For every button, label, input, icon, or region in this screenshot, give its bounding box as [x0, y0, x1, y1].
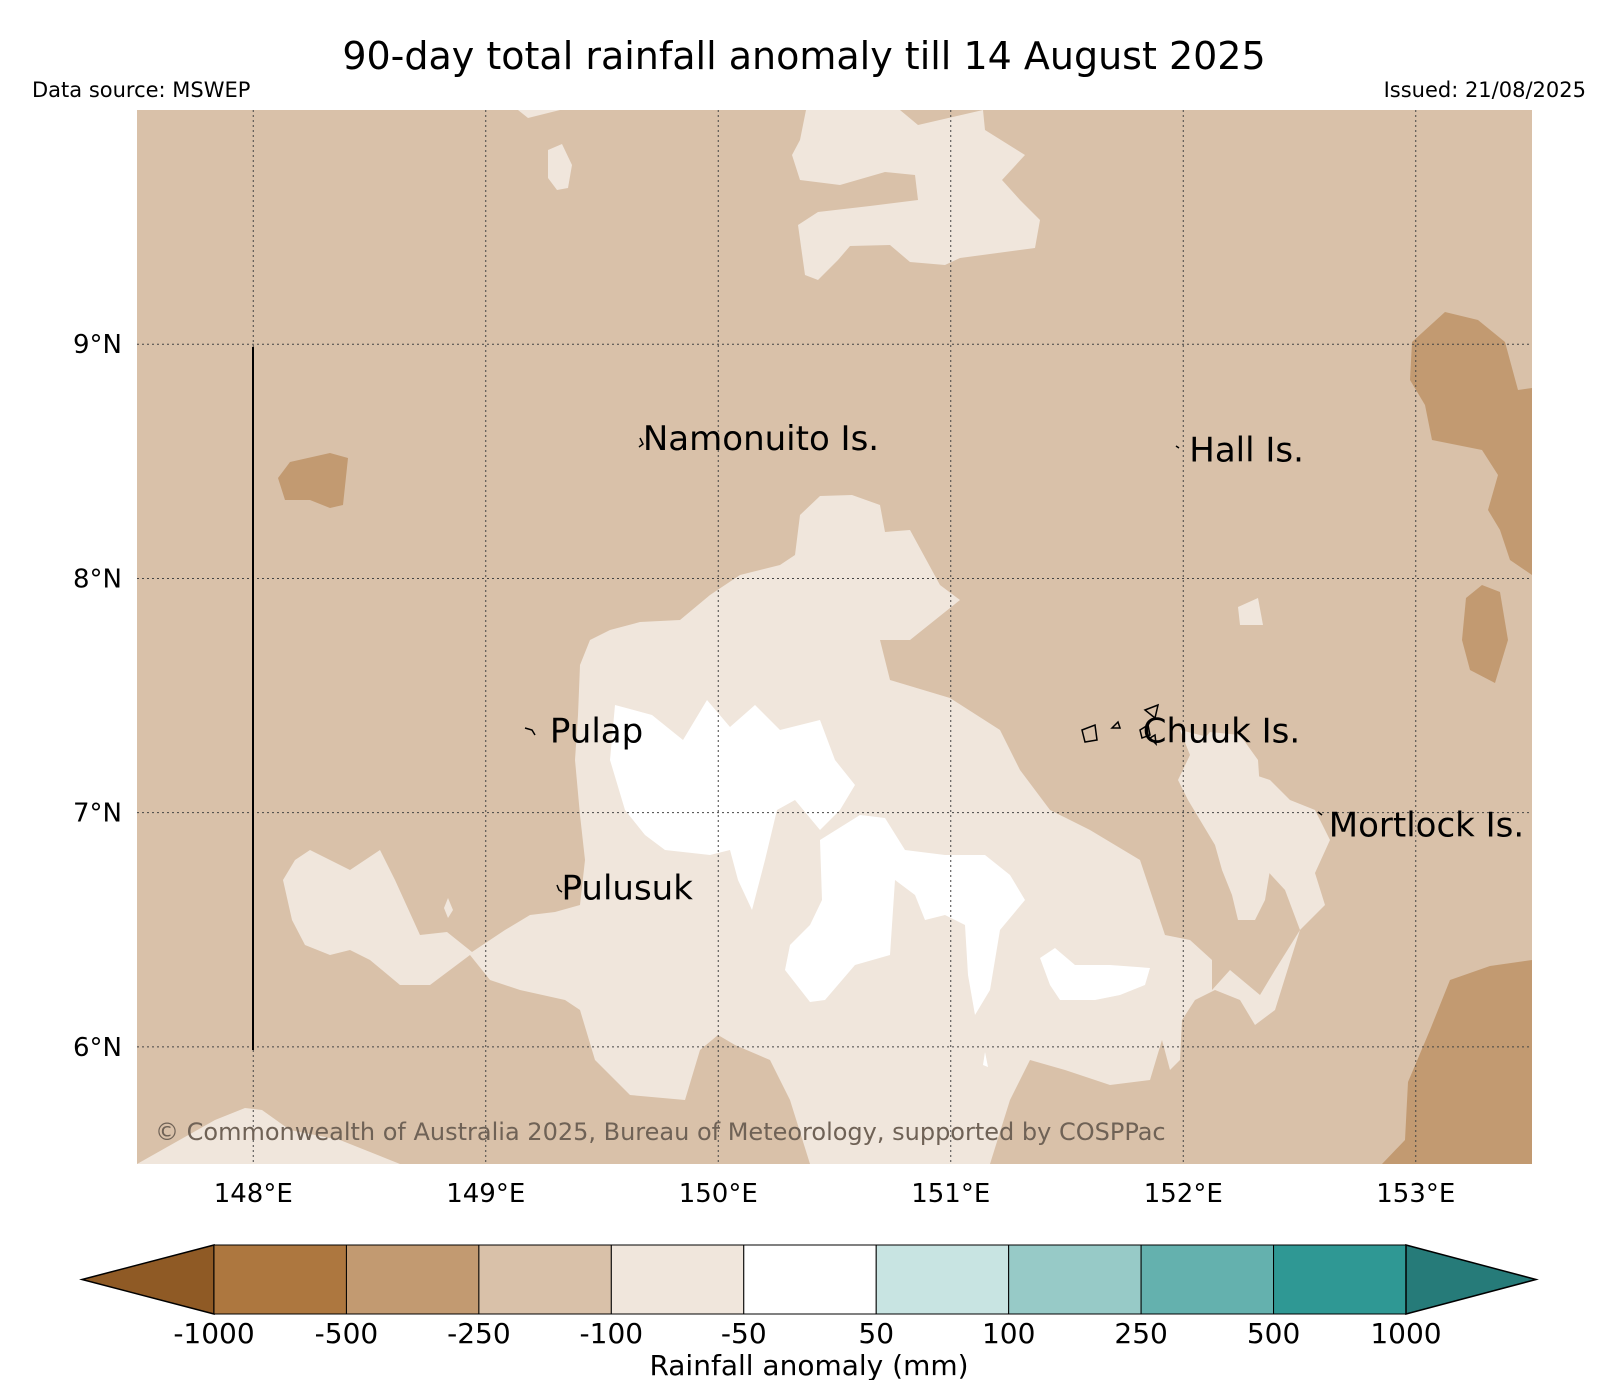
anomaly-regions-minus500 — [278, 312, 1532, 1164]
anomaly-patch — [278, 453, 348, 508]
anomaly-patch — [137, 1108, 400, 1164]
chuuk-outline-4 — [1139, 723, 1151, 739]
longitude-tick-label: 149°E — [446, 1179, 525, 1209]
island-outlines — [524, 437, 1323, 893]
chuuk-outline-3 — [1110, 720, 1122, 729]
anomaly-regions-minus250-inner — [690, 732, 1282, 1164]
longitude-tick-label: 148°E — [214, 1179, 293, 1209]
anomaly-patch — [785, 815, 1025, 1015]
copyright-notice: © Commonwealth of Australia 2025, Bureau… — [155, 1118, 1166, 1146]
anomaly-patch — [690, 1035, 810, 1164]
pulap-outline — [524, 727, 536, 736]
place-label: Pulap — [550, 712, 643, 752]
colorbar-tick-label: 250 — [1114, 1317, 1167, 1350]
latitude-tick-label: 9°N — [73, 330, 122, 360]
colorbar-tick-label: -250 — [447, 1317, 511, 1350]
anomaly-patch — [983, 1052, 988, 1067]
data-source-label: Data source: MSWEP — [32, 78, 250, 102]
colorbar-segment — [743, 1244, 877, 1315]
colorbar-segment — [478, 1244, 612, 1315]
anomaly-patch — [1382, 960, 1532, 1164]
longitude-tick-labels: 148°E 149°E 150°E 151°E 152°E 153°E — [214, 1179, 1456, 1209]
longitude-tick-label: 153°E — [1376, 1179, 1455, 1209]
colorbar-segment — [213, 1244, 347, 1315]
hall-outline — [1175, 445, 1180, 449]
place-label: Chuuk Is. — [1143, 712, 1300, 752]
anomaly-patch — [1040, 948, 1150, 1000]
anomaly-patch — [548, 144, 572, 190]
anomaly-patch — [792, 110, 1040, 280]
chuuk-outline-5 — [1148, 733, 1157, 747]
anomaly-patch — [610, 700, 855, 910]
chuuk-outline-2 — [1081, 723, 1098, 743]
anomaly-patch — [518, 110, 560, 118]
colorbar-extend-low — [79, 1244, 215, 1315]
colorbar-segment — [345, 1244, 480, 1315]
latitude-tick-label: 6°N — [73, 1033, 122, 1063]
place-label: Hall Is. — [1189, 431, 1304, 471]
colorbar-segment — [875, 1244, 1010, 1315]
place-label: Pulusuk — [562, 869, 694, 909]
place-label: Namonuito Is. — [643, 419, 879, 459]
anomaly-regions-neutral — [610, 700, 1150, 1067]
colorbar-segment — [1008, 1244, 1142, 1315]
colorbar-segment — [610, 1244, 745, 1315]
colorbar-tick-label: -500 — [315, 1317, 379, 1350]
colorbar-segment — [1273, 1244, 1407, 1315]
place-label: Mortlock Is. — [1329, 805, 1524, 845]
mortlock-outline — [1317, 811, 1323, 816]
longitude-tick-label: 150°E — [679, 1179, 758, 1209]
colorbar: -1000 -500 -250 -100 -50 50 100 250 500 1000 — [79, 1244, 1539, 1350]
latitude-tick-label: 8°N — [73, 564, 122, 594]
colorbar-tick-label: -1000 — [173, 1317, 254, 1350]
colorbar-tick-label: -50 — [721, 1317, 767, 1350]
longitude-tick-label: 152°E — [1144, 1179, 1223, 1209]
colorbar-segment — [1140, 1244, 1275, 1315]
colorbar-tick-label: 1000 — [1370, 1317, 1441, 1350]
issued-date-label: Issued: 21/08/2025 — [1384, 78, 1586, 102]
longitude-tick-label: 151°E — [911, 1179, 990, 1209]
anomaly-patch — [866, 618, 872, 630]
anomaly-patch — [444, 898, 453, 918]
anomaly-patch — [1178, 732, 1282, 920]
colorbar-tick-label: 100 — [982, 1317, 1035, 1350]
map-title: 90-day total rainfall anomaly till 14 Au… — [342, 34, 1265, 78]
anomaly-patch — [1462, 585, 1508, 683]
pulusuk-outline — [556, 884, 563, 893]
chuuk-outline-1 — [1143, 703, 1160, 720]
map-plot-area: Namonuito Is. Hall Is. Pulap Pulusuk Chuuk I… — [137, 110, 1532, 1164]
namonuito-outline — [638, 437, 644, 448]
place-labels: Namonuito Is. Hall Is. Pulap Pulusuk Chuuk I… — [550, 419, 1524, 909]
colorbar-label: Rainfall anomaly (mm) — [649, 1349, 968, 1380]
colorbar-tick-label: 50 — [858, 1317, 894, 1350]
latitude-tick-label: 7°N — [73, 799, 122, 829]
anomaly-patch — [1238, 598, 1263, 625]
anomaly-patch — [1410, 312, 1532, 575]
colorbar-tick-label: -100 — [580, 1317, 644, 1350]
colorbar-tick-label: 500 — [1247, 1317, 1300, 1350]
colorbar-extend-high — [1405, 1244, 1539, 1315]
latitude-tick-labels: 9°N 8°N 7°N 6°N — [73, 330, 122, 1063]
